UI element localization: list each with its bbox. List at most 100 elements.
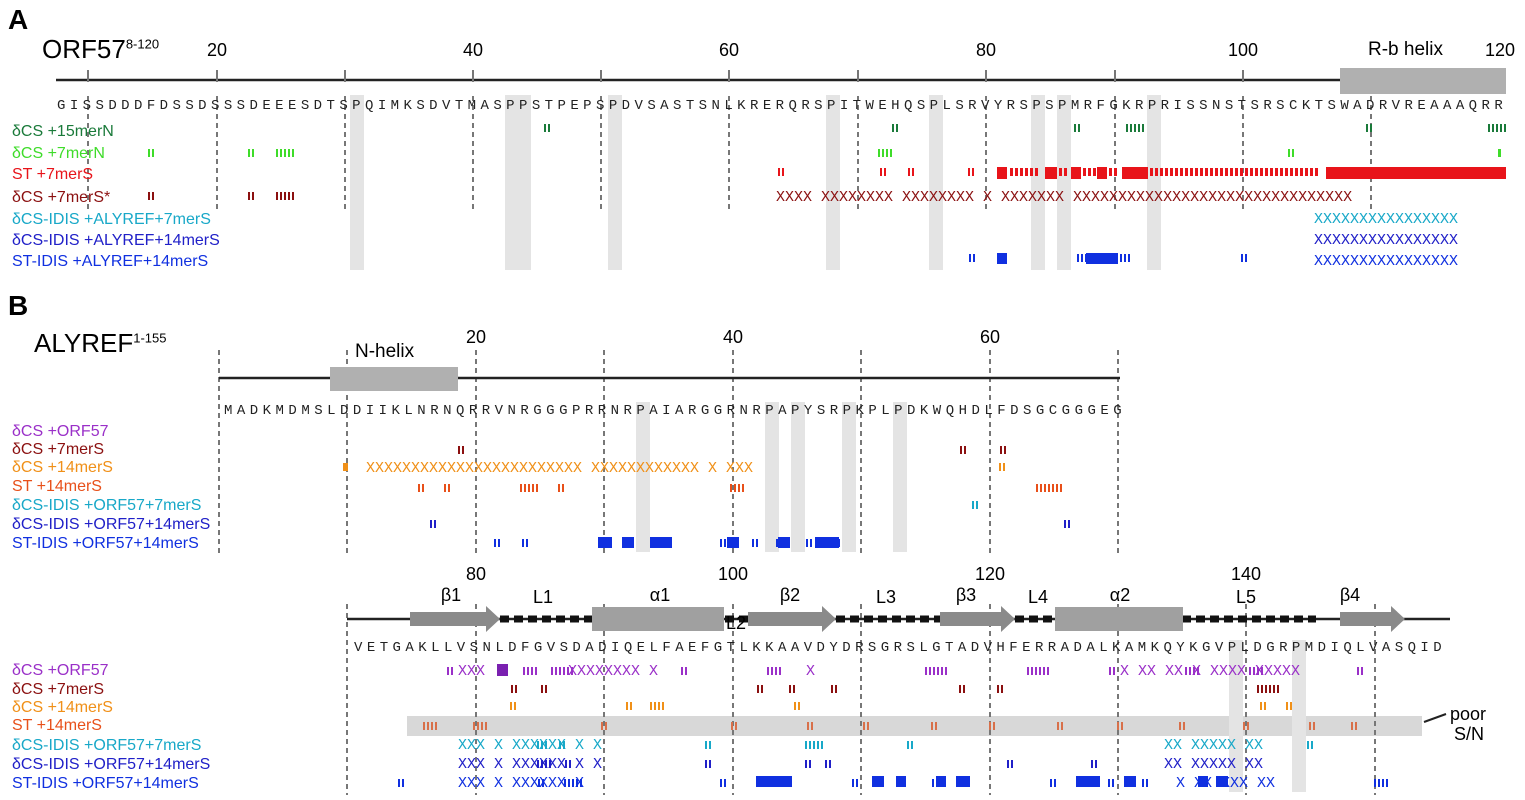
bb-r6-4-1: [829, 760, 831, 768]
b-bot-row-label-1: δCS +ORF57: [12, 662, 109, 679]
bt-r6-1-1: [1068, 520, 1070, 528]
bb-r4-7-1: [993, 722, 995, 730]
bb-r1-1-2: [531, 667, 533, 675]
b-bot-row-label-6: δCS-IDIS +ORF57+14merS: [12, 756, 211, 773]
bt-r4-5-2: [1044, 484, 1046, 492]
bb-r4-1-3: [485, 722, 487, 730]
poor-label: poor: [1450, 704, 1487, 724]
bb-r4-13-1: [1355, 722, 1357, 730]
a-r3-3-1: [972, 168, 974, 176]
n-helix-label: N-helix: [355, 341, 415, 362]
a-r3f-0-17: [1235, 168, 1238, 176]
bb-r7-b6: [1076, 776, 1100, 787]
bb-r1-6-1: [1031, 667, 1033, 675]
panel-a-letter: A: [8, 4, 29, 35]
element-alpha1: α1: [649, 585, 671, 605]
bb-r7-b5: [956, 776, 970, 787]
a-xrow-st-idis-14mers: XXXXXXXXXXXXXXXX: [1314, 253, 1459, 270]
a-r3f-0-28: [1290, 168, 1293, 176]
bb-r2-4-0: [831, 685, 833, 693]
bb-r3-5-0: [1286, 702, 1288, 710]
bb-r3-2-1: [654, 702, 656, 710]
a-r3-block-4: [1097, 167, 1107, 179]
bb-r3-4-0: [1260, 702, 1262, 710]
bb-r1-4-2: [775, 667, 777, 675]
bb-r7-8-0: [1108, 779, 1110, 787]
bt-r7-3-1: [756, 539, 758, 547]
a-r1-3-0: [1126, 124, 1128, 132]
beta1-arrow: [410, 606, 500, 632]
bt-r7-4-0: [776, 539, 778, 547]
panel-b-tick-60: 60: [979, 327, 1001, 347]
a-shade-0: [350, 95, 364, 270]
bt-r4-0-0: [418, 484, 420, 492]
a-r2-3-0: [878, 149, 880, 157]
bb-r4-10-0: [1179, 722, 1181, 730]
a-r3f-0-27: [1285, 168, 1288, 176]
bb-r7-9-1: [1146, 779, 1148, 787]
a-r2-4-0: [1288, 149, 1290, 157]
bb-r1-8-0: [1185, 667, 1187, 675]
bb-r4-11-1: [1247, 722, 1249, 730]
bb-r7-2-3: [576, 779, 578, 787]
bb-r1-10-1: [1361, 667, 1363, 675]
bb-r4-1-2: [481, 722, 483, 730]
bb-r5-3-3: [817, 741, 819, 749]
bt-r4-0-1: [422, 484, 424, 492]
panel-a-tick-20: 20: [206, 40, 228, 60]
a-r4-1-1: [252, 192, 254, 200]
bt-r7-2-1: [724, 539, 726, 547]
bb-r7-10-1: [1378, 779, 1380, 787]
bb-r2-2-1: [761, 685, 763, 693]
bt-r2-0-1: [462, 446, 464, 454]
a-r2-5-0: [1498, 149, 1501, 157]
a-r3d-0-0: [1083, 168, 1086, 176]
bb-r7-b2: [872, 776, 884, 787]
a-r1-0-1: [548, 124, 550, 132]
bb-shade-0: [1229, 640, 1243, 792]
bt-shade-4: [893, 402, 907, 552]
a-xrow-idis-7mers: XXXXXXXXXXXXXXXX: [1314, 211, 1459, 228]
b-top-row-label-3: δCS +14merS: [12, 459, 113, 476]
panel-b-tick-40: 40: [722, 327, 744, 347]
bb-r2-7-5: [1277, 685, 1279, 693]
a-r7b-0-0: [1120, 254, 1122, 262]
a-r3f-0-1: [1155, 168, 1158, 176]
a-shade-2: [608, 95, 622, 270]
orf57-title-text: ORF57: [42, 34, 126, 64]
bb-r7-b9: [1216, 776, 1228, 787]
a-shade-4: [929, 95, 943, 270]
a-r3f-0-13: [1215, 168, 1218, 176]
a-r3-block-1: [997, 167, 1007, 179]
bb-r1-1-0: [523, 667, 525, 675]
rb-helix-box: [1340, 68, 1506, 94]
bb-r2-6-0: [997, 685, 999, 693]
a-r2-2-3: [288, 149, 290, 157]
element-beta1: β1: [440, 585, 462, 605]
b-bot-row-label-2: δCS +7merS: [12, 681, 105, 698]
bb-r2-3-0: [789, 685, 791, 693]
bb-r6-5-0: [1007, 760, 1009, 768]
bb-r3-2-0: [650, 702, 652, 710]
bb-r5-0-2: [545, 741, 547, 749]
a-r1-3-4: [1142, 124, 1144, 132]
alyref-sequence-bottom: VETGAKLLVSNLDFGVSDADIQELFAEFGTLKKAAVDYDR…: [354, 640, 1447, 656]
bb-r4-6-1: [935, 722, 937, 730]
bb-r3-2-2: [658, 702, 660, 710]
a-r7-0-1: [973, 254, 975, 262]
a-r3d-0-1: [1088, 168, 1091, 176]
a-r3f-0-12: [1210, 168, 1213, 176]
bb-r7-10-2: [1382, 779, 1384, 787]
a-r7-2-1: [1245, 254, 1247, 262]
bb-r4-0-0: [423, 722, 425, 730]
bb-r6-1-0: [565, 760, 567, 768]
a-r3-3-0: [968, 168, 970, 176]
bt-shade-2: [791, 402, 805, 552]
bt-r2-1-1: [964, 446, 966, 454]
orf57-sequence: GISSDDDFDSSDSSSDEEESDTSPQIMKSDVTMASPPSTP…: [57, 98, 1508, 114]
a-r3f-0-23: [1265, 168, 1268, 176]
bb-r2-3-1: [793, 685, 795, 693]
a-r3b-0-1: [1015, 168, 1018, 176]
bb-r7-4-1: [856, 779, 858, 787]
b-bot-xrow-c7-1: XXX X XXXXXX X X: [458, 737, 603, 754]
